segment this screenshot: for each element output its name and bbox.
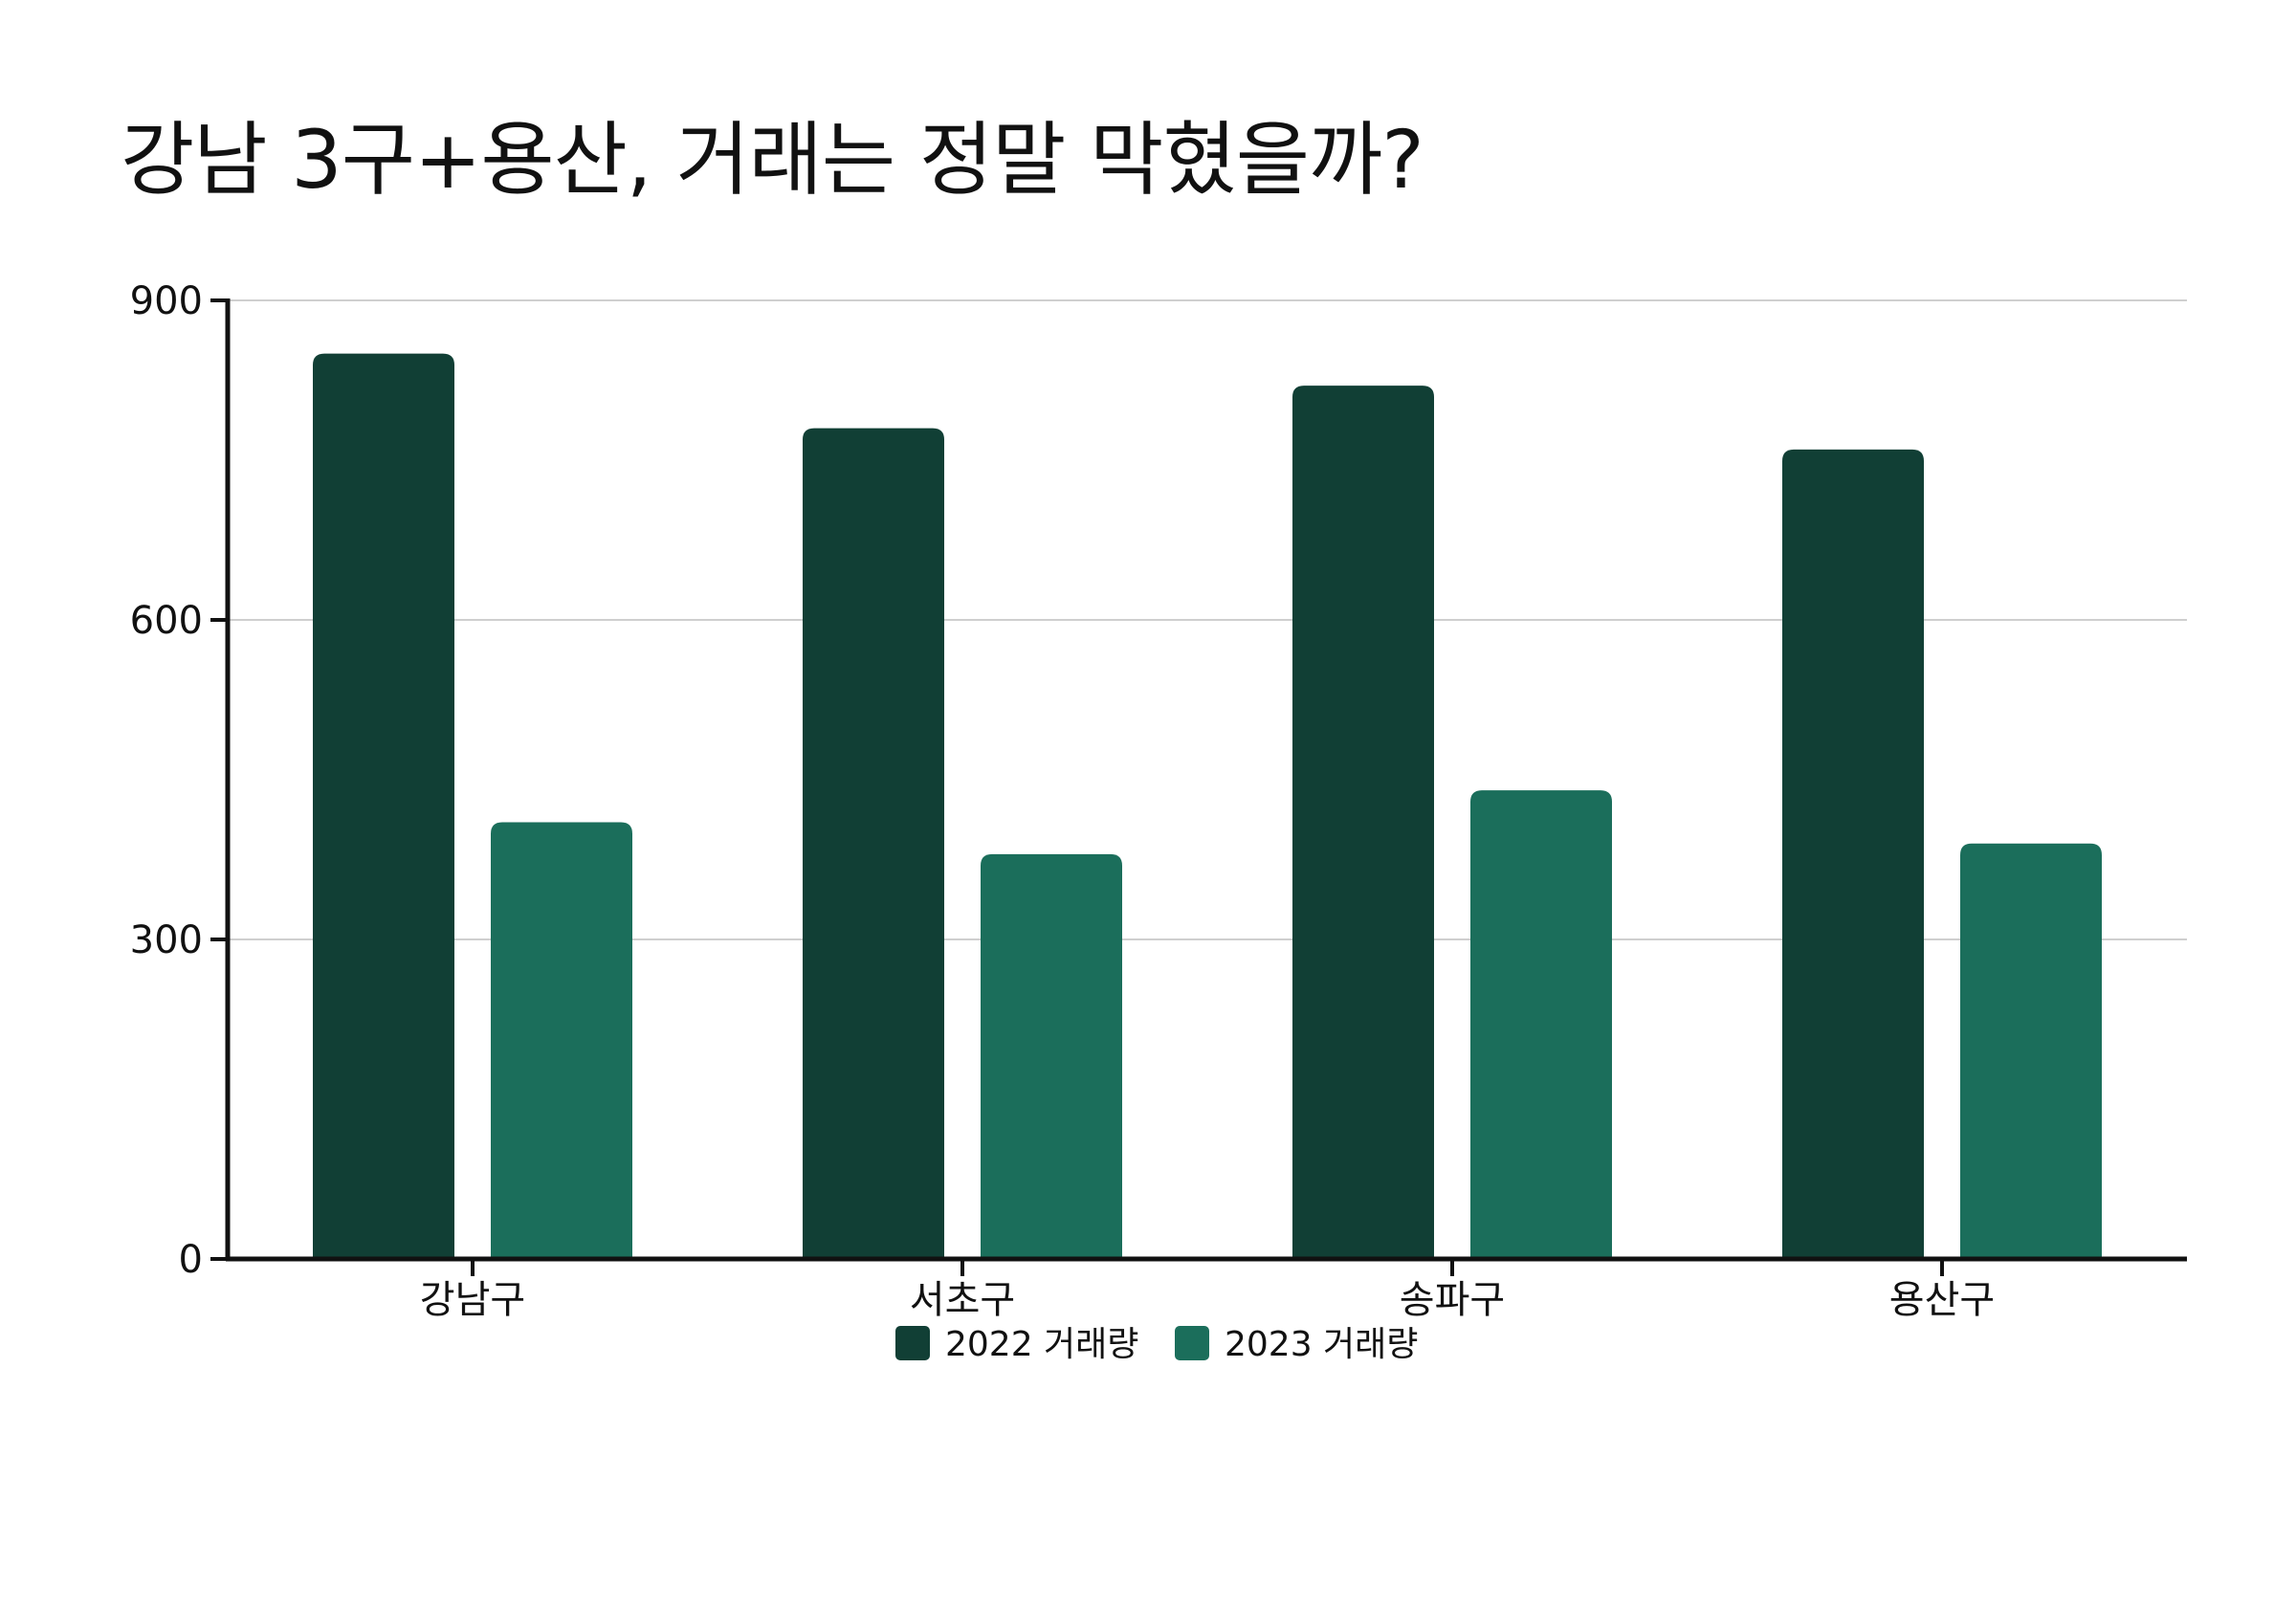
bar-series-2 bbox=[1960, 843, 2102, 1259]
bar-series-2 bbox=[491, 822, 632, 1259]
bar-series-1 bbox=[1782, 449, 1924, 1259]
bar-series-2 bbox=[1470, 790, 1612, 1259]
axes: 0 300 600 900 강남구 서초구 송파구 용산구 bbox=[130, 279, 2187, 1322]
x-tick-label: 송파구 bbox=[1400, 1278, 1505, 1322]
bar-series-1 bbox=[313, 353, 454, 1260]
x-tick-label: 용산구 bbox=[1889, 1278, 1995, 1322]
legend-label: 2023 거래량 bbox=[1225, 1325, 1418, 1364]
y-tick-label: 300 bbox=[130, 918, 203, 962]
legend-swatch bbox=[895, 1326, 930, 1360]
legend-label: 2022 거래량 bbox=[945, 1325, 1138, 1364]
legend: 2022 거래량 2023 거래량 bbox=[895, 1325, 1418, 1364]
bars bbox=[313, 353, 2102, 1260]
x-tick-label: 서초구 bbox=[910, 1278, 1015, 1322]
bar-series-1 bbox=[803, 428, 944, 1260]
y-tick-label: 900 bbox=[130, 279, 203, 323]
bar-series-2 bbox=[981, 853, 1122, 1259]
legend-swatch bbox=[1175, 1326, 1209, 1360]
y-tick-label: 0 bbox=[179, 1238, 203, 1282]
y-tick-label: 600 bbox=[130, 599, 203, 643]
x-tick-label: 강남구 bbox=[420, 1278, 525, 1322]
chart-title: 강남 3구+용산, 거래는 정말 막혔을까? bbox=[121, 113, 1424, 207]
bar-series-1 bbox=[1292, 386, 1434, 1260]
